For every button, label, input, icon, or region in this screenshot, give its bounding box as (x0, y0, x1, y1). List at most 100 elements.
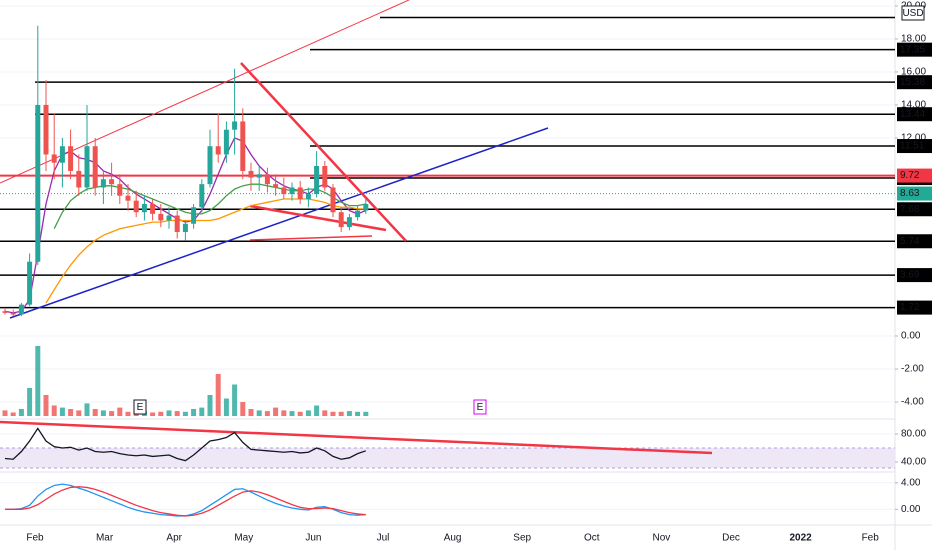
x-tick-label: Nov (653, 533, 671, 544)
candle-body (223, 129, 229, 155)
candle-body (27, 261, 33, 305)
candle-body (322, 166, 328, 188)
candle-body (207, 146, 213, 185)
earnings-marker[interactable]: E (473, 399, 487, 415)
candle-body (35, 104, 41, 262)
candle-body (59, 146, 65, 163)
candle-body (2, 311, 8, 313)
volume-bar (355, 411, 361, 416)
y-tick-label: 80.00 (901, 429, 926, 440)
candle-body (289, 187, 295, 195)
level-label: 17.35 (900, 44, 925, 55)
trend-line (240, 62, 407, 242)
candle-body (158, 213, 164, 221)
level-label-box (897, 139, 932, 154)
candle-body (248, 170, 254, 178)
level-label-box (897, 107, 932, 122)
volume-bar (100, 410, 106, 416)
candle-body (133, 200, 139, 213)
volume-bar (264, 411, 270, 416)
volume-bar (174, 411, 180, 416)
earnings-marker[interactable]: E (133, 399, 147, 415)
level-label-box (897, 268, 932, 283)
volume-bar (273, 407, 279, 416)
volume-bar (363, 411, 369, 416)
y-tick-label: 4.00 (901, 477, 921, 488)
volume-bar (109, 411, 115, 416)
trend-line (0, 420, 713, 455)
level-label-box (897, 75, 932, 90)
y-tick-label: -2.00 (901, 364, 924, 375)
y-tick-label: 40.00 (901, 457, 926, 468)
volume-bar (35, 346, 41, 416)
candle-body (264, 174, 270, 185)
candle-body (10, 312, 16, 315)
candle-body (43, 104, 49, 155)
level-label: 1.72 (900, 302, 920, 313)
earnings-label: E (477, 402, 484, 413)
volume-bar (59, 407, 65, 416)
candle-body (92, 146, 98, 188)
candle-body (109, 179, 115, 185)
moving-average (45, 198, 366, 304)
y-tick-label: 14.00 (901, 100, 926, 111)
candle-body (363, 203, 369, 211)
candle-body (199, 184, 205, 208)
trend-line (9, 127, 549, 319)
level-label: 5.74 (900, 236, 920, 247)
x-tick-label: May (234, 533, 253, 544)
candle-body (141, 203, 147, 213)
level-label: 13.44 (900, 109, 925, 120)
candle-body (191, 207, 197, 224)
moving-average (53, 183, 366, 230)
y-tick-label: 16.00 (901, 67, 926, 78)
levels (0, 16, 895, 309)
level-label-box (897, 300, 932, 315)
volume-bar (10, 412, 16, 416)
volume-bar (305, 410, 311, 416)
y-tick-label: 18.00 (901, 34, 926, 45)
y-tick-label: 0.00 (901, 331, 921, 342)
volume-bar (297, 411, 303, 416)
volume-bar (158, 411, 164, 416)
volume-bar (125, 411, 131, 416)
y-tick-label: 12.00 (901, 133, 926, 144)
x-tick-label: Aug (444, 533, 462, 544)
x-tick-label: Jun (305, 533, 321, 544)
candle-body (117, 184, 123, 196)
earnings-box (473, 399, 487, 415)
currency-label: USD (902, 8, 923, 19)
x-tick-label: Oct (584, 533, 600, 544)
volume-bar (191, 409, 197, 416)
volume-bar (92, 409, 98, 416)
volume-bar (43, 395, 49, 416)
candle-body (51, 154, 57, 163)
level-label-box (897, 186, 932, 201)
level-label-box (897, 42, 932, 57)
level-label: 7.68 (900, 204, 920, 215)
y-tick-label: 0.00 (901, 504, 921, 515)
level-label: 11.51 (900, 141, 925, 152)
rsi-line (4, 427, 367, 462)
volume-bar (248, 409, 254, 416)
candle-body (256, 174, 262, 178)
volume-bar (289, 411, 295, 416)
volume-bar (182, 411, 188, 416)
level-label: 3.69 (900, 270, 920, 281)
earnings-box (133, 399, 147, 415)
candle-body (232, 121, 238, 130)
y-tick-label: -4.00 (901, 397, 924, 408)
volume-bar (150, 412, 156, 416)
candle-body (314, 166, 320, 195)
volume-bar (166, 410, 172, 416)
trend-line (249, 204, 387, 232)
trend-line (249, 235, 373, 241)
volume-bar (256, 410, 262, 416)
volume-bar (2, 410, 8, 416)
candle-body (346, 217, 352, 228)
candle-body (240, 121, 246, 171)
volume-bar (84, 403, 90, 416)
level-label: 15.38 (900, 77, 925, 88)
